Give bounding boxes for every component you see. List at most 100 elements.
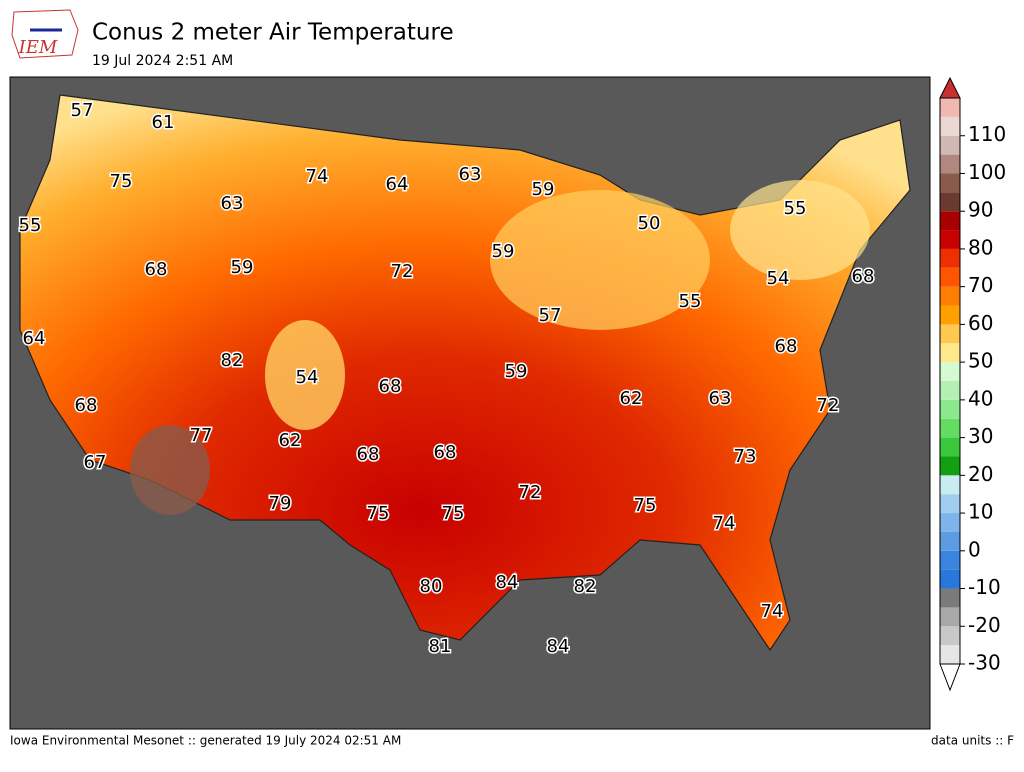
temp-label: 68 (852, 266, 875, 287)
colorbar-tick-label: 60 (968, 311, 993, 335)
temp-label: 68 (357, 444, 380, 465)
colorbar-bottom (939, 663, 961, 692)
temp-label: 75 (110, 171, 133, 192)
cool-area (490, 190, 710, 330)
temp-label: 59 (492, 241, 515, 262)
colorbar-band (940, 362, 960, 381)
colorbar-tick-label: -20 (968, 613, 1001, 637)
temp-label: 74 (713, 513, 736, 534)
colorbar-top (939, 76, 961, 99)
colorbar-tick-label: 40 (968, 386, 993, 410)
temp-label: 62 (620, 388, 643, 409)
temp-label: 63 (221, 193, 244, 214)
colorbar-band (940, 248, 960, 268)
temp-label: 59 (505, 361, 528, 382)
colorbar-band (940, 569, 960, 589)
temp-label: 84 (496, 572, 519, 593)
footer-left: Iowa Environmental Mesonet :: generated … (10, 734, 401, 748)
temp-label: 57 (71, 100, 94, 121)
logo-text: IEM (18, 37, 58, 58)
colorbar-band (940, 324, 960, 344)
temp-label: 54 (296, 367, 319, 388)
colorbar-band (940, 154, 960, 174)
temp-label: 81 (429, 636, 452, 657)
temp-label: 68 (379, 376, 402, 397)
temp-label: 75 (367, 503, 390, 524)
colorbar-band (940, 286, 960, 306)
temp-label: 55 (19, 215, 42, 236)
temp-label: 59 (532, 179, 555, 200)
colorbar-band (940, 531, 960, 551)
colorbar-band (940, 230, 960, 249)
colorbar-band (940, 456, 960, 476)
temp-label: 68 (434, 442, 457, 463)
colorbar-band (940, 173, 960, 193)
logo: IEM (11, 9, 79, 59)
cool-area (265, 320, 345, 430)
colorbar-tick-label: -30 (968, 651, 1001, 675)
colorbar-band (940, 418, 960, 438)
hot-area (130, 425, 210, 515)
temp-label: 82 (221, 350, 244, 371)
colorbar-band (940, 437, 960, 457)
temp-label: 75 (634, 495, 657, 516)
temp-label: 74 (306, 166, 329, 187)
colorbar-band (940, 513, 960, 532)
colorbar-band (940, 343, 960, 363)
colorbar-tick-label: 100 (968, 160, 1006, 184)
temp-label: 68 (75, 395, 98, 416)
temp-label: 72 (817, 395, 840, 416)
colorbar-band (940, 607, 960, 627)
temp-label: 80 (420, 576, 443, 597)
temp-label: 77 (190, 425, 213, 446)
temp-label: 73 (734, 446, 757, 467)
colorbar-band (940, 192, 960, 212)
colorbar-tick-label: 20 (968, 462, 993, 486)
colorbar-band (940, 626, 960, 646)
temp-label: 84 (547, 636, 570, 657)
temp-label: 59 (231, 257, 254, 278)
colorbar-band (940, 645, 960, 664)
cool-area (730, 180, 870, 280)
temp-label: 64 (386, 174, 409, 195)
temp-label: 61 (152, 112, 175, 133)
temp-label: 50 (638, 213, 661, 234)
colorbar-band (940, 211, 960, 231)
colorbar-tick-label: 0 (968, 537, 981, 561)
temp-label: 72 (391, 261, 414, 282)
colorbar-band (940, 494, 960, 514)
colorbar: -30 -20 -10 0 10 20 30 40 50 60 70 80 90 100 110 (939, 76, 1006, 692)
colorbar-tick-label: -10 (968, 575, 1001, 599)
temp-label: 63 (709, 388, 732, 409)
colorbar-band (940, 267, 960, 287)
temp-label: 82 (574, 576, 597, 597)
temp-label: 55 (784, 198, 807, 219)
temp-label: 57 (539, 305, 562, 326)
colorbar-band (940, 98, 960, 117)
colorbar-tick-label: 110 (968, 122, 1006, 146)
colorbar-outline (939, 97, 961, 665)
temp-label: 68 (775, 336, 798, 357)
colorbar-band (940, 550, 960, 570)
title: Conus 2 meter Air Temperature (92, 20, 454, 46)
temp-label: 55 (679, 291, 702, 312)
temp-label: 72 (519, 482, 542, 503)
footer-right: data units :: F (931, 734, 1014, 748)
colorbar-band (940, 588, 960, 608)
temp-label: 54 (767, 268, 790, 289)
colorbar-tick-label: 30 (968, 424, 993, 448)
temp-label: 64 (23, 328, 46, 349)
colorbar-band (940, 116, 960, 136)
temp-label: 63 (459, 164, 482, 185)
temp-label: 62 (279, 430, 302, 451)
colorbar-tick-label: 90 (968, 198, 993, 222)
colorbar-band (940, 305, 960, 325)
colorbar-band (940, 381, 960, 400)
temp-label: 79 (269, 493, 292, 514)
temp-label: 67 (84, 452, 107, 473)
colorbar-band (940, 475, 960, 495)
subtitle: 19 Jul 2024 2:51 AM (92, 53, 233, 69)
colorbar-tick-label: 80 (968, 235, 993, 259)
colorbar-band (940, 399, 960, 419)
